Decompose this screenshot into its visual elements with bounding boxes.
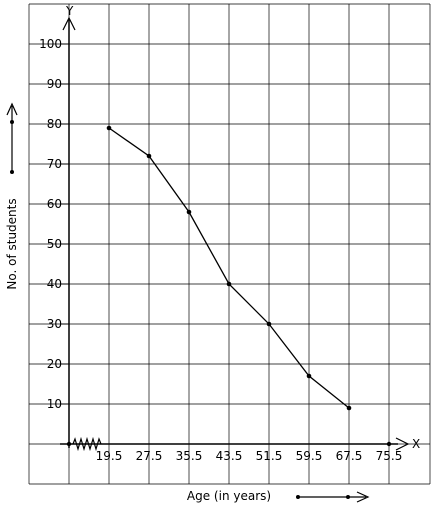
x-axis-arrow [395, 437, 410, 451]
data-point [306, 373, 312, 379]
x-tick-label: 27.5 [136, 449, 163, 463]
y-tick-label: 100 [39, 37, 62, 51]
y-tick-label: 30 [47, 317, 62, 331]
data-point [106, 125, 112, 131]
data-point [146, 153, 152, 159]
x-tick-label: 19.5 [96, 449, 123, 463]
y-axis-label: No. of students [5, 198, 19, 289]
x-tick-label: 43.5 [216, 449, 243, 463]
x-axis-label-arrow [296, 491, 370, 503]
y-axis-arrow [62, 16, 76, 31]
x-axis: X [60, 436, 420, 452]
x-axis-break-zigzag [72, 436, 102, 452]
x-tick-label: 67.5 [336, 449, 363, 463]
grid [28, 3, 431, 485]
y-tick-label: 70 [47, 157, 62, 171]
data-point [226, 281, 232, 287]
x-tick-label: 59.5 [296, 449, 323, 463]
y-axis-label-arrow [6, 102, 18, 174]
y-tick-label: 10 [47, 397, 62, 411]
x-tick-label: 35.5 [176, 449, 203, 463]
y-tick-labels: 10 20 30 40 50 60 70 80 90 100 [39, 37, 69, 411]
y-tick-label: 60 [47, 197, 62, 211]
y-tick-label: 90 [47, 77, 62, 91]
data-points [106, 125, 352, 411]
y-tick-label: 80 [47, 117, 62, 131]
x-tick-label: 75.5 [376, 449, 403, 463]
y-axis-letter: Y [65, 4, 74, 18]
x-tick-labels: 19.5 27.5 35.5 43.5 51.5 59.5 67.5 75.5 [96, 449, 403, 463]
y-axis: Y [62, 4, 76, 448]
y-tick-label: 50 [47, 237, 62, 251]
y-tick-label: 20 [47, 357, 62, 371]
data-point [266, 321, 272, 327]
data-point [346, 405, 352, 411]
x-axis-end-dot [386, 441, 392, 447]
data-point [186, 209, 192, 215]
x-tick-label: 51.5 [256, 449, 283, 463]
x-axis-letter: X [412, 437, 420, 451]
y-tick-label: 40 [47, 277, 62, 291]
x-axis-label: Age (in years) [187, 489, 271, 503]
